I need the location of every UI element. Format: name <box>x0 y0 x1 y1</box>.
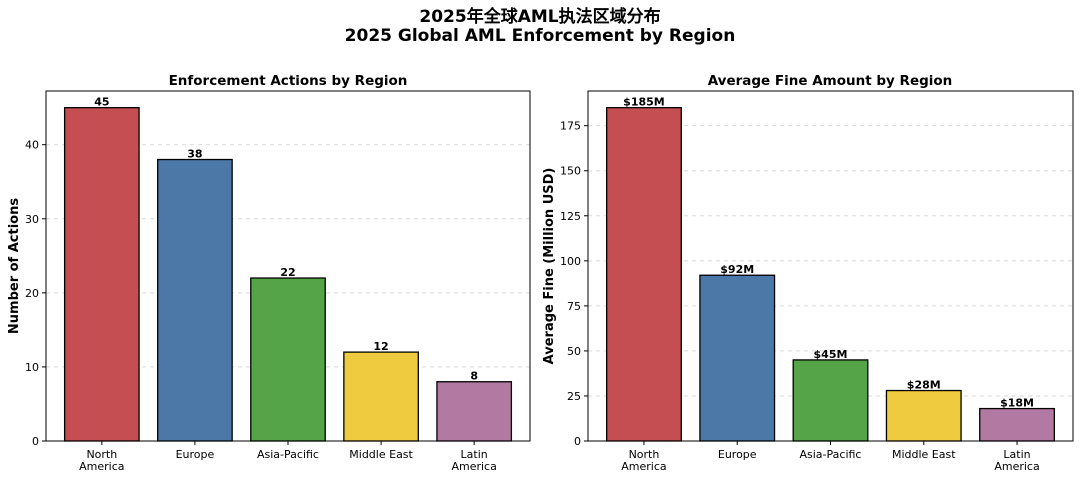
x-tick-label: Latin America <box>451 448 496 473</box>
y-tick-label: 0 <box>574 435 581 448</box>
figure-title-line1: 2025年全球AML执法区域分布 <box>419 6 660 27</box>
bar <box>63 107 140 442</box>
bar <box>157 158 233 442</box>
y-tick-label: 175 <box>560 120 581 133</box>
data-label: 8 <box>470 370 478 383</box>
chart-average-fine: Average Fine Amount by Region Average Fi… <box>542 73 1074 473</box>
bar <box>885 389 962 442</box>
x-tick-label: Asia-Pacific <box>257 448 319 461</box>
x-tick-label: Middle East <box>349 448 413 461</box>
data-label: 45 <box>94 96 109 109</box>
chart-enforcement-actions: Enforcement Actions by Region Number of … <box>7 73 531 473</box>
y-axis-label: Average Fine (Million USD) <box>542 168 557 365</box>
y-tick-label: 75 <box>567 300 581 313</box>
y-tick-label: 150 <box>560 165 581 178</box>
bar <box>343 351 419 442</box>
x-tick-label: Latin America <box>994 448 1039 473</box>
plot-frame <box>587 90 1074 442</box>
data-label: $45M <box>814 348 848 361</box>
chart-title: Enforcement Actions by Region <box>169 73 408 89</box>
y-tick-label: 30 <box>25 213 39 226</box>
bar <box>792 359 869 442</box>
bar <box>606 107 682 442</box>
data-label: 22 <box>280 266 295 279</box>
x-tick-label: North America <box>621 448 666 473</box>
data-label: 12 <box>373 340 388 353</box>
chart-title: Average Fine Amount by Region <box>708 73 953 89</box>
bar <box>699 274 776 442</box>
data-label: $18M <box>1000 397 1034 410</box>
y-tick-label: 0 <box>32 435 39 448</box>
x-tick-label: North America <box>79 448 124 473</box>
x-tick-label: Asia-Pacific <box>800 448 862 461</box>
x-tick-label: Europe <box>176 448 215 461</box>
y-tick-label: 25 <box>567 390 581 403</box>
y-tick-label: 100 <box>560 255 581 268</box>
plot-frame <box>45 90 531 442</box>
data-label: $28M <box>907 379 941 392</box>
data-label: $185M <box>623 96 665 109</box>
data-label: 38 <box>187 148 202 161</box>
x-tick-label: Middle East <box>892 448 956 461</box>
y-tick-label: 50 <box>567 345 581 358</box>
y-tick-label: 10 <box>25 361 39 374</box>
y-axis-label: Number of Actions <box>7 198 22 334</box>
y-tick-label: 20 <box>25 287 39 300</box>
bar <box>979 407 1055 442</box>
y-tick-label: 40 <box>25 139 39 152</box>
data-label: $92M <box>720 263 754 276</box>
bar <box>436 381 513 442</box>
y-tick-label: 125 <box>560 210 581 223</box>
bar <box>250 277 326 442</box>
x-tick-label: Europe <box>718 448 757 461</box>
figure-title-line2: 2025 Global AML Enforcement by Region <box>345 26 736 46</box>
